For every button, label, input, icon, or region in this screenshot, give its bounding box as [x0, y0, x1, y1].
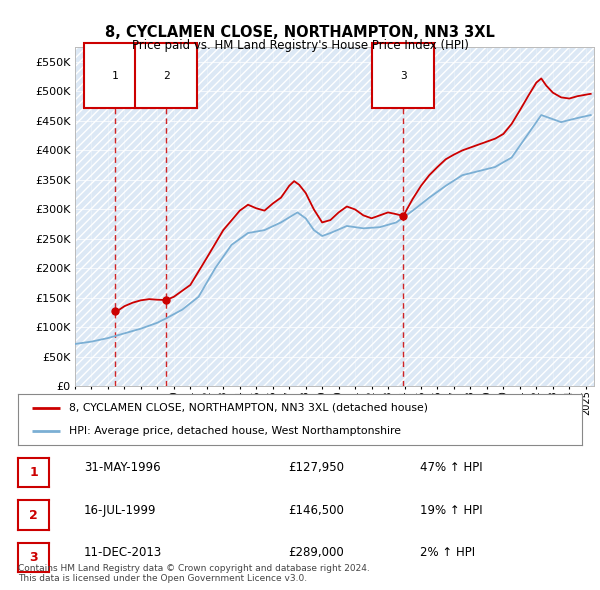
Text: 3: 3	[400, 71, 407, 80]
Text: £146,500: £146,500	[288, 504, 344, 517]
Text: 8, CYCLAMEN CLOSE, NORTHAMPTON, NN3 3XL (detached house): 8, CYCLAMEN CLOSE, NORTHAMPTON, NN3 3XL …	[69, 402, 428, 412]
Text: 1: 1	[29, 466, 38, 479]
Text: £289,000: £289,000	[288, 546, 344, 559]
Text: Contains HM Land Registry data © Crown copyright and database right 2024.
This d: Contains HM Land Registry data © Crown c…	[18, 563, 370, 583]
Text: £127,950: £127,950	[288, 461, 344, 474]
Text: 16-JUL-1999: 16-JUL-1999	[84, 504, 157, 517]
Text: 2: 2	[163, 71, 170, 80]
Text: Price paid vs. HM Land Registry's House Price Index (HPI): Price paid vs. HM Land Registry's House …	[131, 39, 469, 52]
Text: 1: 1	[112, 71, 118, 80]
Text: 31-MAY-1996: 31-MAY-1996	[84, 461, 161, 474]
Text: 47% ↑ HPI: 47% ↑ HPI	[420, 461, 482, 474]
Text: 3: 3	[29, 551, 38, 564]
Text: 8, CYCLAMEN CLOSE, NORTHAMPTON, NN3 3XL: 8, CYCLAMEN CLOSE, NORTHAMPTON, NN3 3XL	[105, 25, 495, 40]
Text: 19% ↑ HPI: 19% ↑ HPI	[420, 504, 482, 517]
Text: 11-DEC-2013: 11-DEC-2013	[84, 546, 162, 559]
Text: HPI: Average price, detached house, West Northamptonshire: HPI: Average price, detached house, West…	[69, 427, 401, 437]
Text: 2: 2	[29, 509, 38, 522]
Text: 2% ↑ HPI: 2% ↑ HPI	[420, 546, 475, 559]
